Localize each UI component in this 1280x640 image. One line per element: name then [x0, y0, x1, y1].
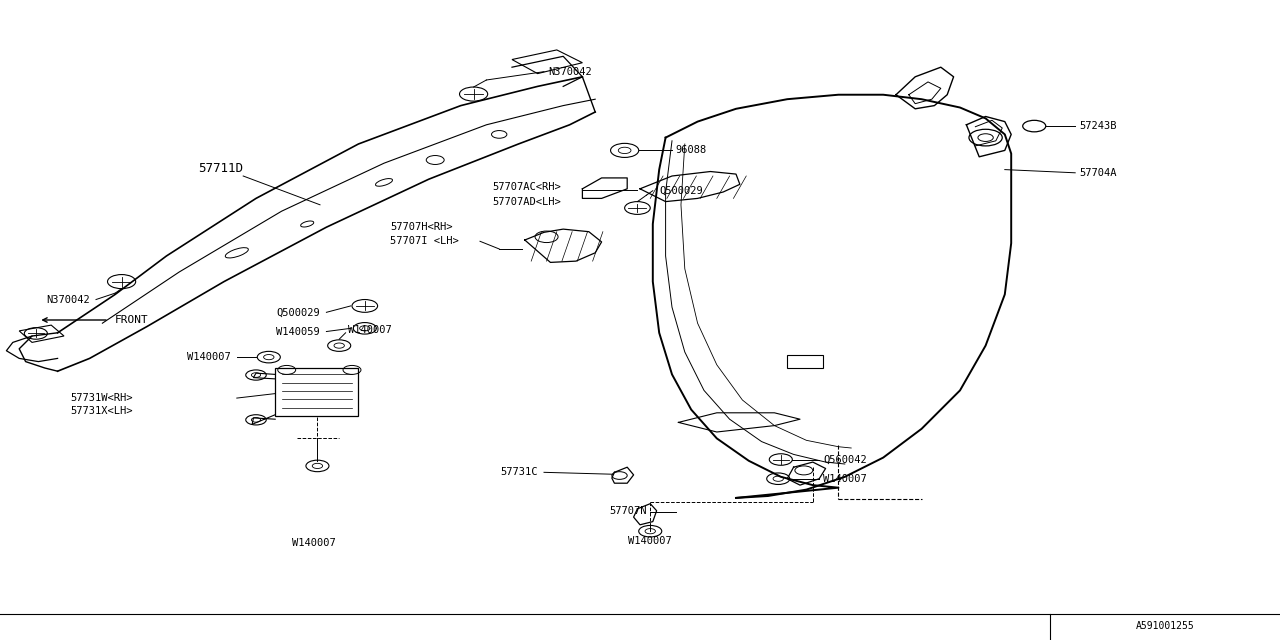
Text: 57707N: 57707N [609, 506, 646, 516]
Text: 96088: 96088 [676, 145, 707, 156]
Text: 57707AD<LH>: 57707AD<LH> [493, 196, 562, 207]
Text: Q500029: Q500029 [659, 186, 703, 196]
Text: Q500029: Q500029 [276, 307, 320, 317]
Text: 57711D: 57711D [198, 162, 243, 175]
Text: W140007: W140007 [187, 352, 230, 362]
Text: 57707H<RH>: 57707H<RH> [390, 221, 453, 232]
Text: A591001255: A591001255 [1135, 621, 1194, 631]
Text: 57731C: 57731C [500, 467, 538, 477]
Text: FRONT: FRONT [115, 315, 148, 325]
Bar [275, 368, 358, 416]
Text: 57243B: 57243B [1079, 121, 1116, 131]
Text: W140007: W140007 [823, 474, 867, 484]
Text: W140007: W140007 [348, 324, 392, 335]
Bar [787, 355, 823, 368]
Text: 57731W<RH>: 57731W<RH> [70, 393, 133, 403]
Text: 57707AC<RH>: 57707AC<RH> [493, 182, 562, 192]
Text: 57731X<LH>: 57731X<LH> [70, 406, 133, 416]
Text: N370042: N370042 [548, 67, 591, 77]
Text: W140007: W140007 [292, 538, 335, 548]
Text: W140007: W140007 [628, 536, 672, 546]
Text: 57707I <LH>: 57707I <LH> [390, 236, 460, 246]
Text: Q560042: Q560042 [823, 454, 867, 465]
Text: W140059: W140059 [276, 326, 320, 337]
Text: N370042: N370042 [46, 294, 90, 305]
Text: 57704A: 57704A [1079, 168, 1116, 178]
